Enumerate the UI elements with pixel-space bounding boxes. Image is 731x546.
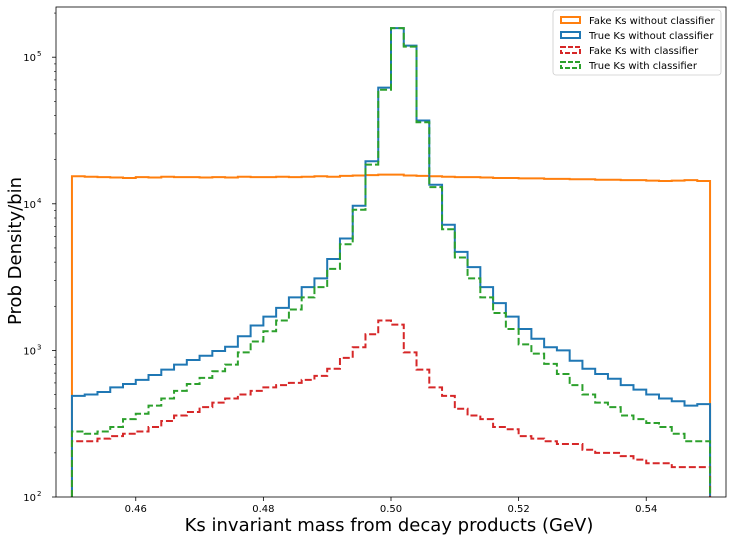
y-tick-exponent: 2 <box>37 490 41 498</box>
series-fake-ks-without-classifier <box>70 173 712 497</box>
legend-box <box>552 9 722 76</box>
legend-label: True Ks with classifier <box>588 61 698 72</box>
y-tick-exponent: 4 <box>37 197 42 205</box>
legend-swatch <box>560 46 581 54</box>
legend-label: Fake Ks with classifier <box>589 46 699 57</box>
series-fake-ks-with-classifier <box>70 319 712 497</box>
legend-swatch <box>560 31 581 39</box>
x-tick-label: 0.54 <box>635 504 657 515</box>
x-axis-title: Ks invariant mass from decay products (G… <box>185 515 594 536</box>
legend: Fake Ks without classifier True Ks withou… <box>552 9 722 76</box>
y-tick-label: 10 <box>23 200 36 211</box>
series-true-ks-without-classifier <box>70 27 712 497</box>
y-tick-exponent: 3 <box>37 343 41 351</box>
legend-swatch <box>560 16 581 24</box>
y-tick-exponent: 5 <box>37 50 41 58</box>
legend-swatch <box>560 61 581 69</box>
y-tick-label: 10 <box>23 53 36 64</box>
x-tick-label: 0.48 <box>252 504 274 515</box>
y-tick-label: 10 <box>23 493 36 504</box>
legend-label: Fake Ks without classifier <box>589 16 715 27</box>
series-true-ks-with-classifier <box>70 27 712 497</box>
x-tick-label: 0.52 <box>507 504 529 515</box>
y-tick-label: 10 <box>23 346 36 357</box>
series-layer <box>70 27 712 497</box>
y-axis-title: Prob Density/bin <box>5 177 26 325</box>
legend-label: True Ks without classifier <box>588 31 714 42</box>
x-tick-label: 0.50 <box>380 504 402 515</box>
legend-entries: Fake Ks without classifier True Ks withou… <box>560 16 715 72</box>
x-axis-ticks: 0.46 0.48 0.50 0.52 0.54 <box>125 497 657 515</box>
x-tick-label: 0.46 <box>125 504 147 515</box>
